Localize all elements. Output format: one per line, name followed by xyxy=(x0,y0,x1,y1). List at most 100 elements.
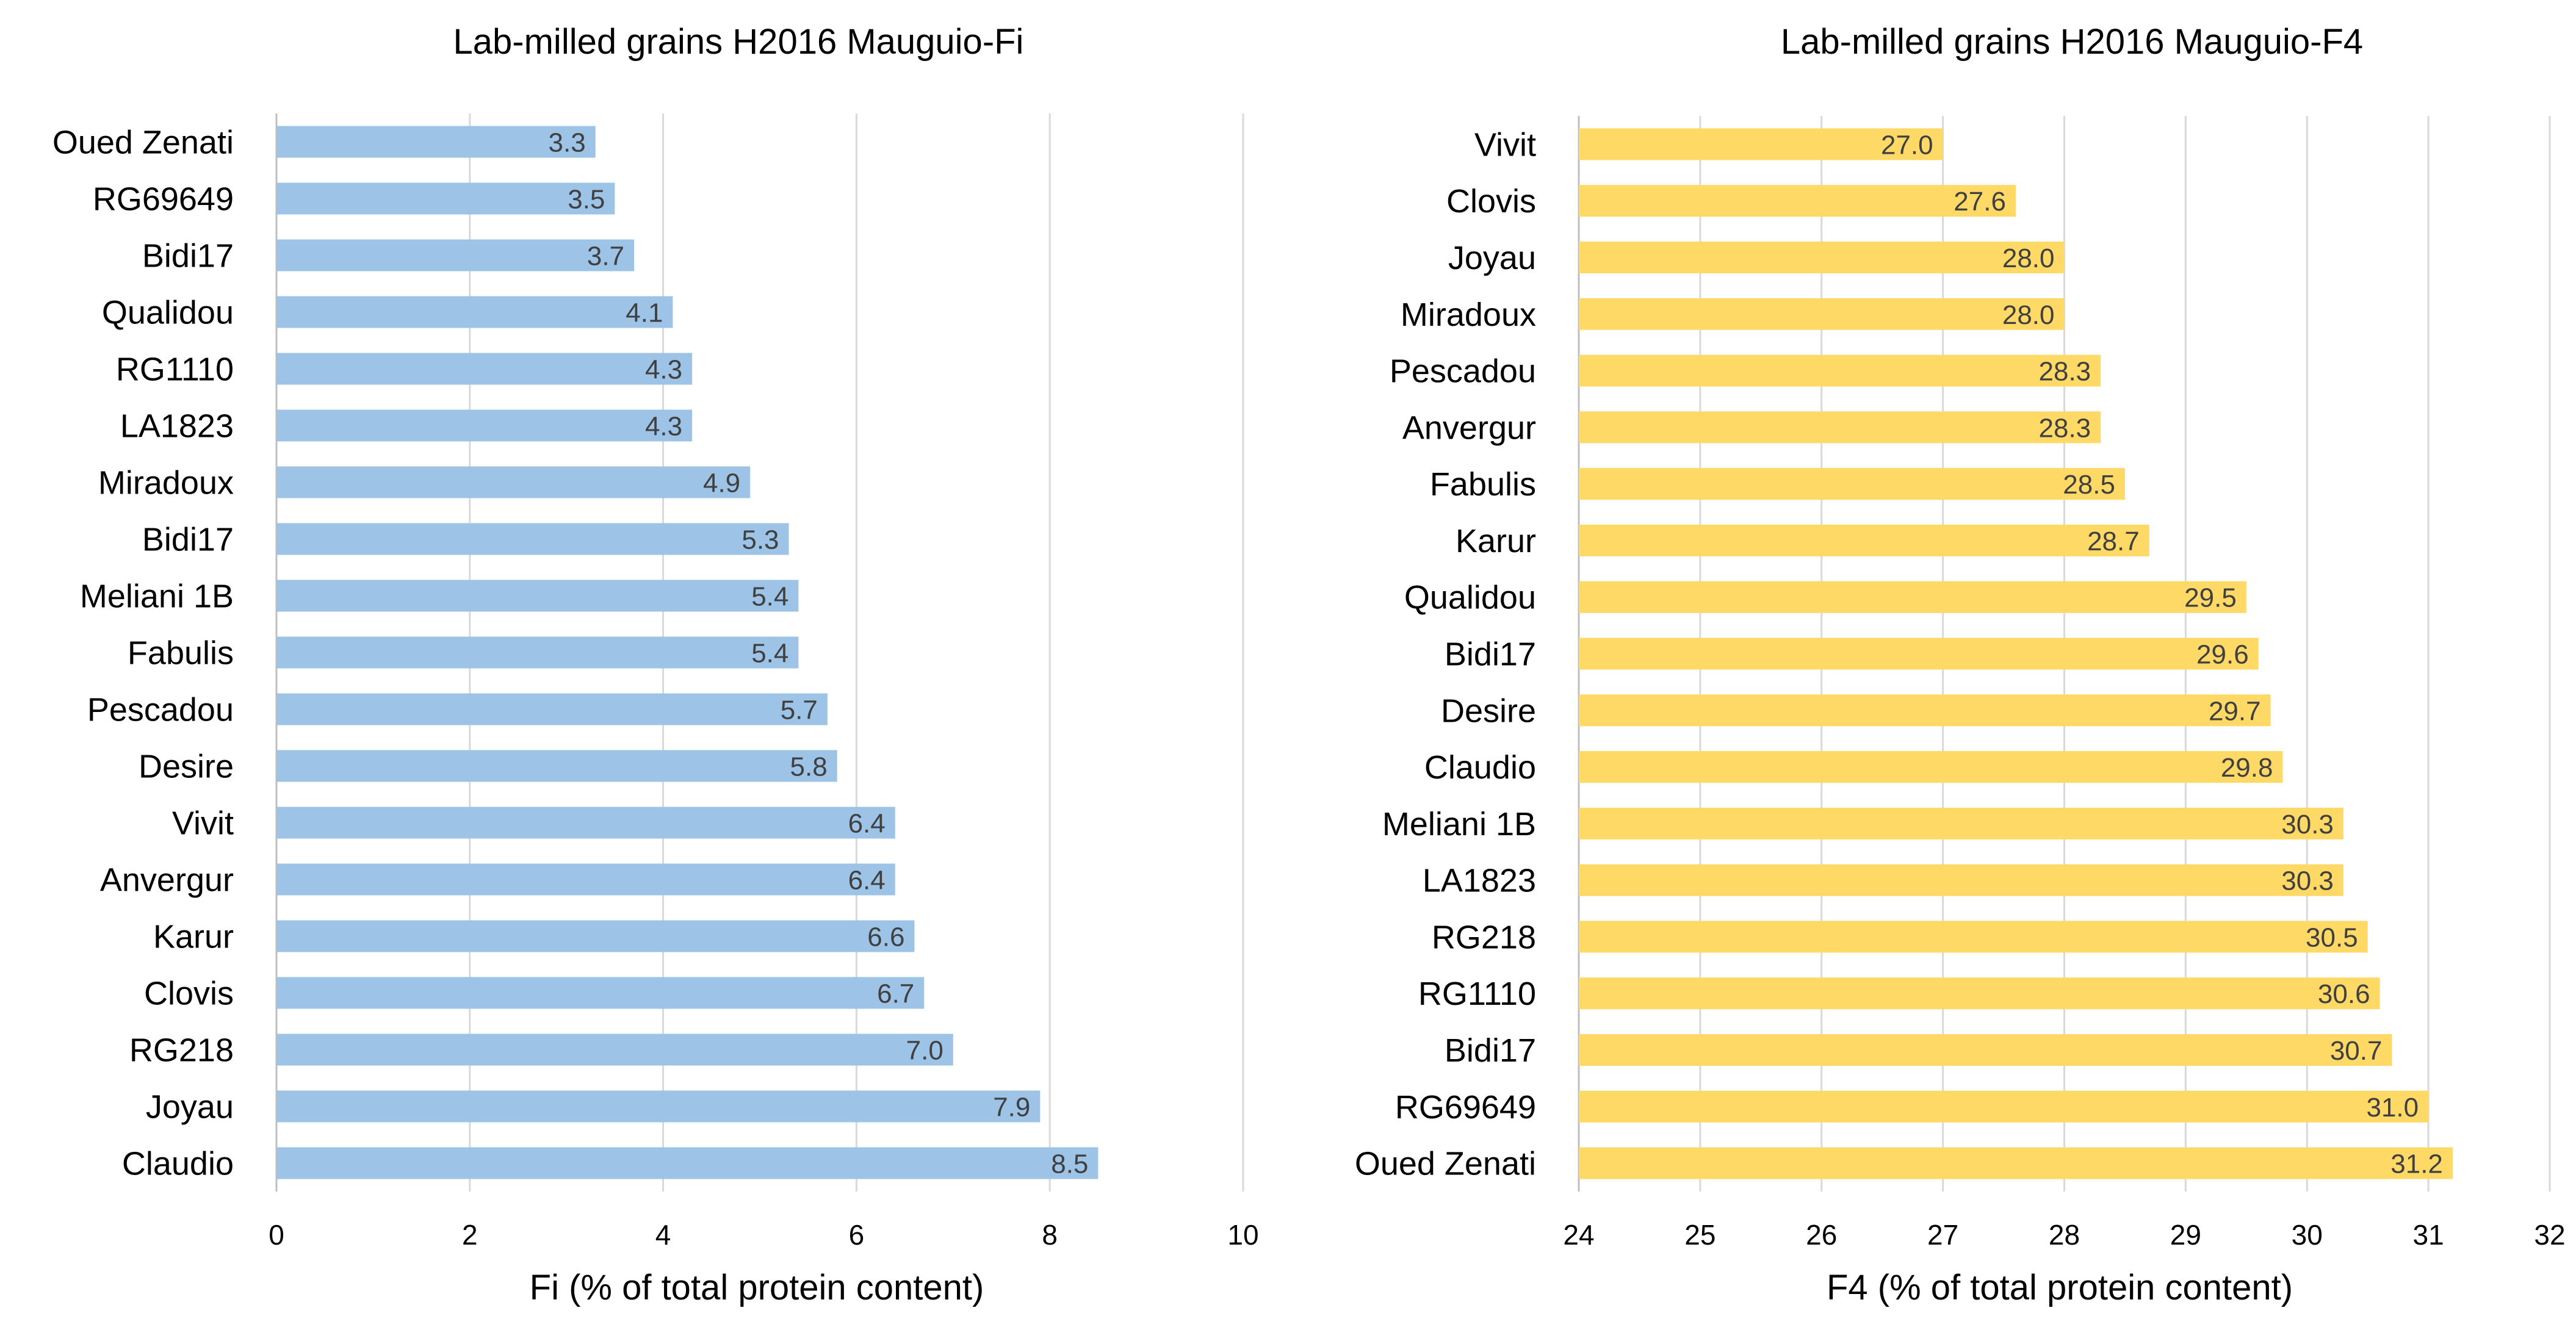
fi-chart-title: Lab-milled grains H2016 Mauguio-Fi xyxy=(453,22,1024,62)
f4-x-tick-label: 24 xyxy=(1563,1219,1594,1251)
f4-data-label: 30.3 xyxy=(2281,866,2334,896)
fi-data-label: 4.3 xyxy=(645,355,682,385)
f4-category-label: RG69649 xyxy=(1395,1089,1536,1126)
f4-data-label: 29.8 xyxy=(2221,753,2273,783)
fi-category-label: Qualidou xyxy=(102,295,234,331)
f4-category-label: Bidi17 xyxy=(1445,636,1536,673)
f4-x-axis-label: F4 (% of total protein content) xyxy=(1827,1268,2293,1307)
fi-category-label: Vivit xyxy=(172,805,234,842)
fi-category-label: RG218 xyxy=(129,1032,234,1069)
f4-bar xyxy=(1579,241,2065,273)
f4-data-label: 28.0 xyxy=(2002,243,2055,273)
fi-bar xyxy=(276,1147,1099,1179)
f4-category-label: Anvergur xyxy=(1402,409,1536,446)
f4-category-label: Clovis xyxy=(1446,183,1536,220)
fi-category-label: Bidi17 xyxy=(142,238,234,275)
f4-bar xyxy=(1579,751,2283,783)
fi-bar xyxy=(276,693,828,725)
f4-x-tick-label: 28 xyxy=(2049,1219,2080,1251)
f4-x-tick-label: 25 xyxy=(1684,1219,1716,1251)
f4-category-label: Qualidou xyxy=(1404,580,1536,616)
f4-data-label: 30.7 xyxy=(2330,1036,2383,1066)
f4-x-tick-label: 27 xyxy=(1927,1219,1958,1251)
fi-bar xyxy=(276,296,673,328)
f4-data-label: 28.7 xyxy=(2087,527,2140,556)
f4-data-label: 27.0 xyxy=(1881,130,1933,160)
f4-data-label: 30.5 xyxy=(2306,922,2358,952)
fi-bar xyxy=(276,466,751,498)
fi-bar xyxy=(276,863,895,896)
f4-bar xyxy=(1579,411,2101,444)
fi-category-label: Claudio xyxy=(122,1146,234,1182)
f4-category-label: Karur xyxy=(1456,523,1536,559)
f4-category-label: Fabulis xyxy=(1430,466,1536,503)
fi-bar xyxy=(276,807,895,839)
fi-category-label: Clovis xyxy=(144,976,234,1012)
fi-chart: 3.3 3.5 3.74.1 4.3 4.3 4.95.3 5.4 5.4 5.7 5.8 6.4 6… xyxy=(52,22,1259,1307)
f4-category-label: Oued Zenati xyxy=(1355,1146,1536,1182)
fi-bar xyxy=(276,977,925,1009)
fi-category-label: Bidi17 xyxy=(142,522,234,558)
fi-data-label: 3.5 xyxy=(568,185,605,215)
f4-bar xyxy=(1579,128,1943,160)
f4-x-tick-label: 29 xyxy=(2170,1219,2201,1251)
fi-bar xyxy=(276,750,837,782)
fi-data-label: 8.5 xyxy=(1051,1149,1088,1179)
fi-data-label: 6.6 xyxy=(867,922,904,952)
fi-category-label: Desire xyxy=(139,749,234,785)
f4-data-label: 30.3 xyxy=(2281,810,2334,839)
fi-data-label: 6.4 xyxy=(848,809,886,839)
fi-data-label: 7.9 xyxy=(993,1093,1030,1123)
f4-category-label: RG218 xyxy=(1432,919,1536,955)
f4-x-tick-label: 32 xyxy=(2534,1219,2565,1251)
fi-x-tick-labels: 0 2 4 6 8 10 xyxy=(269,1219,1258,1251)
fi-bars xyxy=(276,126,1099,1179)
fi-x-tick-label: 2 xyxy=(462,1219,478,1251)
fi-category-label: Meliani 1B xyxy=(80,578,234,615)
fi-data-label: 4.3 xyxy=(645,412,682,442)
fi-data-label: 3.7 xyxy=(587,242,624,271)
f4-bar xyxy=(1579,638,2259,670)
f4-bar xyxy=(1579,298,2065,330)
f4-bar xyxy=(1579,864,2343,896)
fi-bar xyxy=(276,920,915,952)
f4-bar xyxy=(1579,1034,2392,1066)
fi-data-label: 5.3 xyxy=(741,525,779,555)
fi-category-label: LA1823 xyxy=(120,408,234,445)
f4-x-tick-label: 30 xyxy=(2292,1219,2323,1251)
fi-x-tick-label: 0 xyxy=(269,1219,284,1251)
fi-data-label: 5.7 xyxy=(781,696,818,725)
fi-data-label: 6.7 xyxy=(877,979,914,1009)
f4-bar xyxy=(1579,581,2246,613)
f4-x-tick-label: 31 xyxy=(2413,1219,2444,1251)
f4-bar xyxy=(1579,185,2016,217)
fi-data-label: 6.4 xyxy=(848,866,886,896)
fi-data-label: 4.9 xyxy=(703,469,740,498)
fi-x-tick-label: 8 xyxy=(1042,1219,1058,1251)
fi-bar xyxy=(276,239,635,271)
fi-bar xyxy=(276,353,693,385)
fi-x-axis-label: Fi (% of total protein content) xyxy=(530,1268,984,1307)
fi-data-label: 5.8 xyxy=(790,752,828,782)
f4-category-label: Pescadou xyxy=(1390,353,1536,390)
f4-category-label: Miradoux xyxy=(1401,297,1536,333)
fi-x-tick-label: 6 xyxy=(849,1219,865,1251)
f4-data-label: 30.6 xyxy=(2318,979,2370,1009)
f4-category-label: RG1110 xyxy=(1418,976,1536,1012)
f4-category-labels: Vivit Clovis Joyau Miradoux Pescadou Anvergur… xyxy=(1355,126,1536,1182)
fi-bar xyxy=(276,409,693,442)
f4-data-label: 29.6 xyxy=(2196,640,2249,670)
f4-x-tick-label: 26 xyxy=(1806,1219,1837,1251)
f4-data-label: 31.0 xyxy=(2366,1093,2419,1123)
f4-bars xyxy=(1579,128,2453,1179)
fi-data-labels: 3.3 3.5 3.74.1 4.3 4.3 4.95.3 5.4 5.4 5.7 5.8 6.4 6… xyxy=(549,128,1089,1179)
f4-category-label: Vivit xyxy=(1474,126,1536,163)
f4-bar xyxy=(1579,524,2149,556)
f4-category-label: Desire xyxy=(1441,692,1536,729)
fi-category-label: Miradoux xyxy=(98,465,234,501)
fi-category-label: Oued Zenati xyxy=(52,124,234,161)
f4-bar xyxy=(1579,694,2271,727)
fi-bar xyxy=(276,1033,953,1066)
fi-data-label: 7.0 xyxy=(906,1036,943,1066)
f4-data-label: 31.2 xyxy=(2390,1149,2443,1179)
